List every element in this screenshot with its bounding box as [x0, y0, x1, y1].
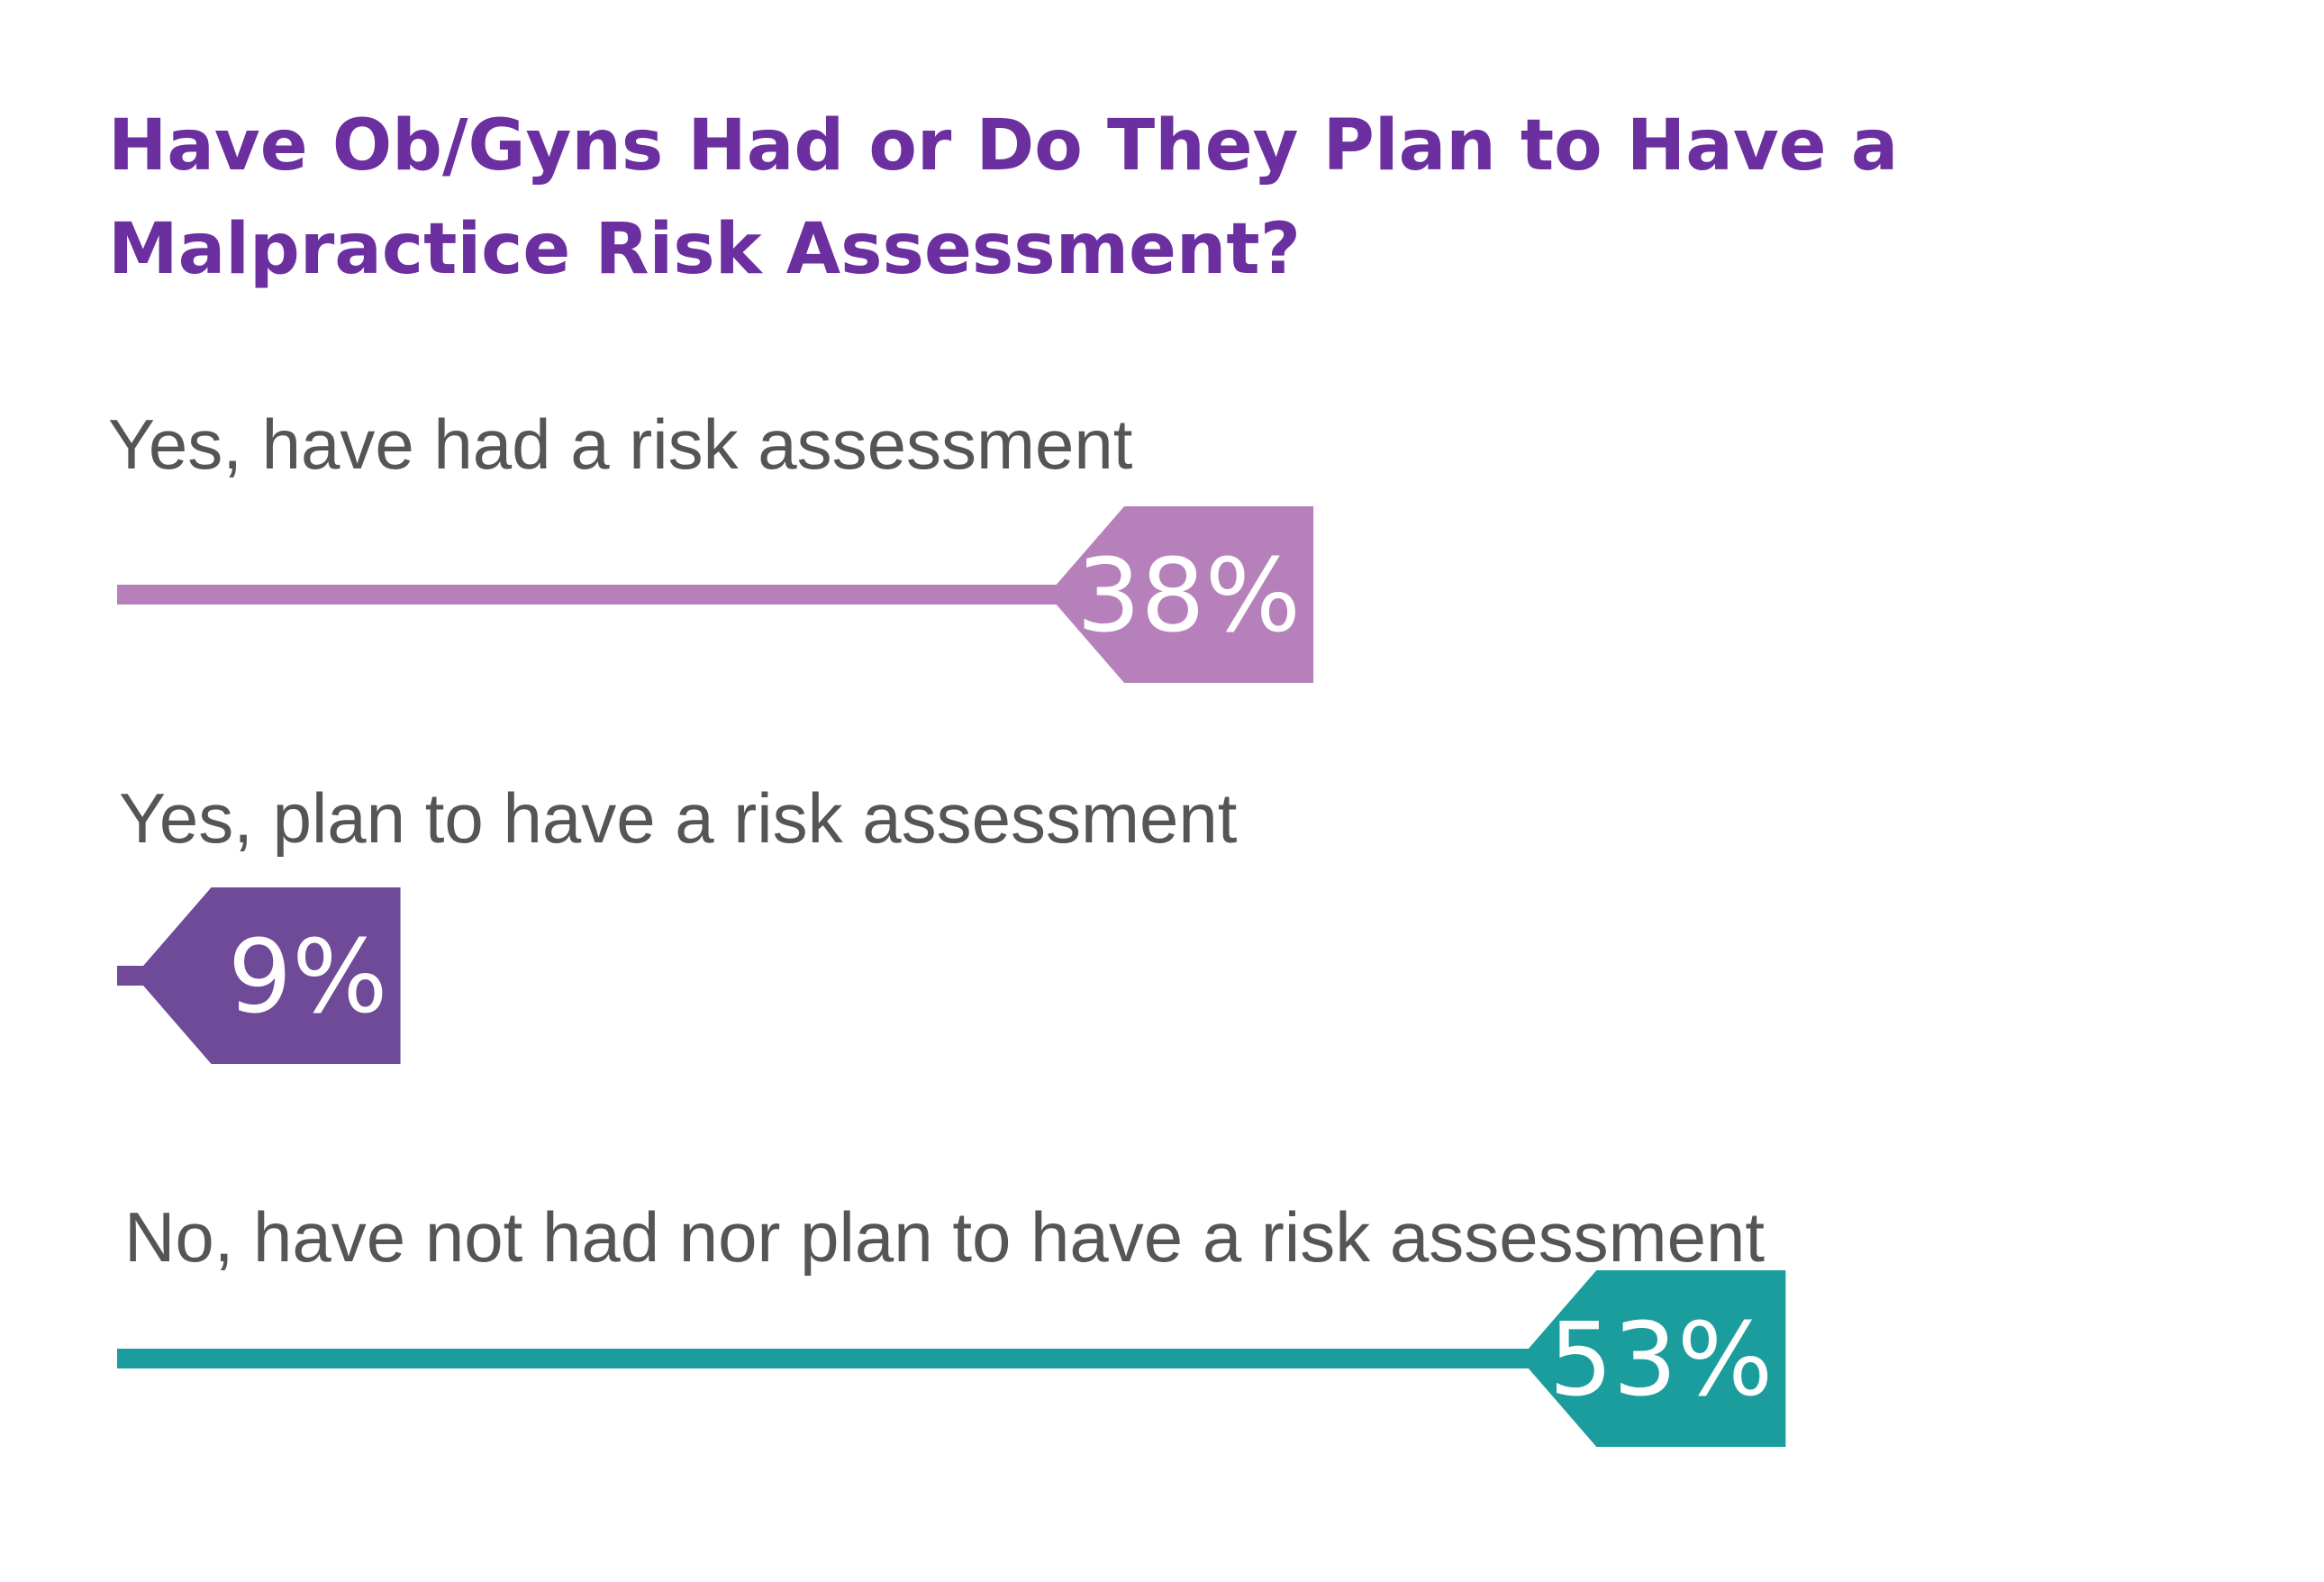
value-label: 38%: [1076, 538, 1301, 655]
bar-tag: [134, 887, 401, 1064]
chart-title: Have Ob/Gyns Had or Do They Plan to Have…: [108, 105, 1899, 290]
value-label: 53%: [1548, 1302, 1773, 1419]
category-label: No, have not had nor plan to have a risk…: [124, 1197, 1765, 1277]
bar-line: [117, 1349, 1530, 1368]
value-label: 9%: [228, 919, 388, 1036]
bar-line: [117, 585, 1058, 605]
category-label: Yes, have had a risk assessment: [108, 405, 1133, 484]
bar-line: [117, 966, 144, 986]
category-label: Yes, plan to have a risk assessment: [119, 778, 1238, 858]
bar-tag: [1520, 1270, 1786, 1447]
bar-tag: [1048, 506, 1314, 683]
